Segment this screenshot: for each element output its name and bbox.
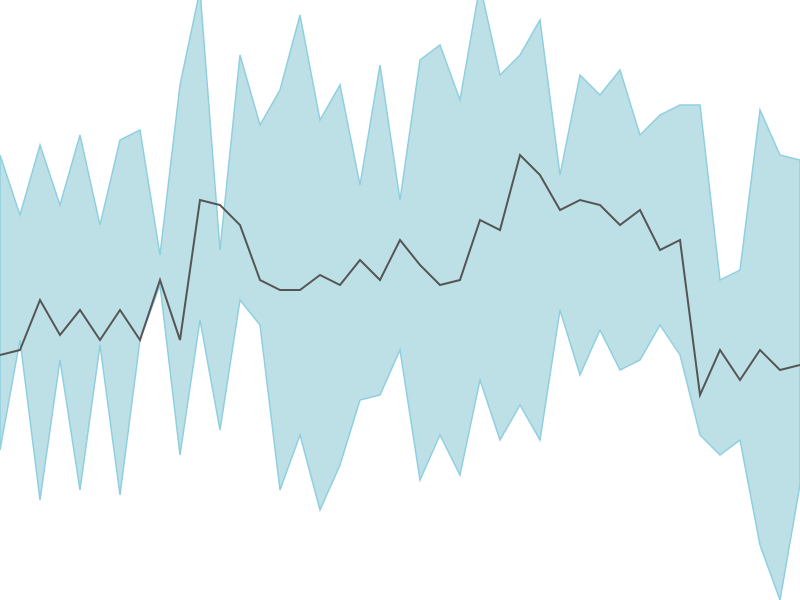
confidence-band (0, 0, 800, 600)
band-line-chart (0, 0, 800, 600)
